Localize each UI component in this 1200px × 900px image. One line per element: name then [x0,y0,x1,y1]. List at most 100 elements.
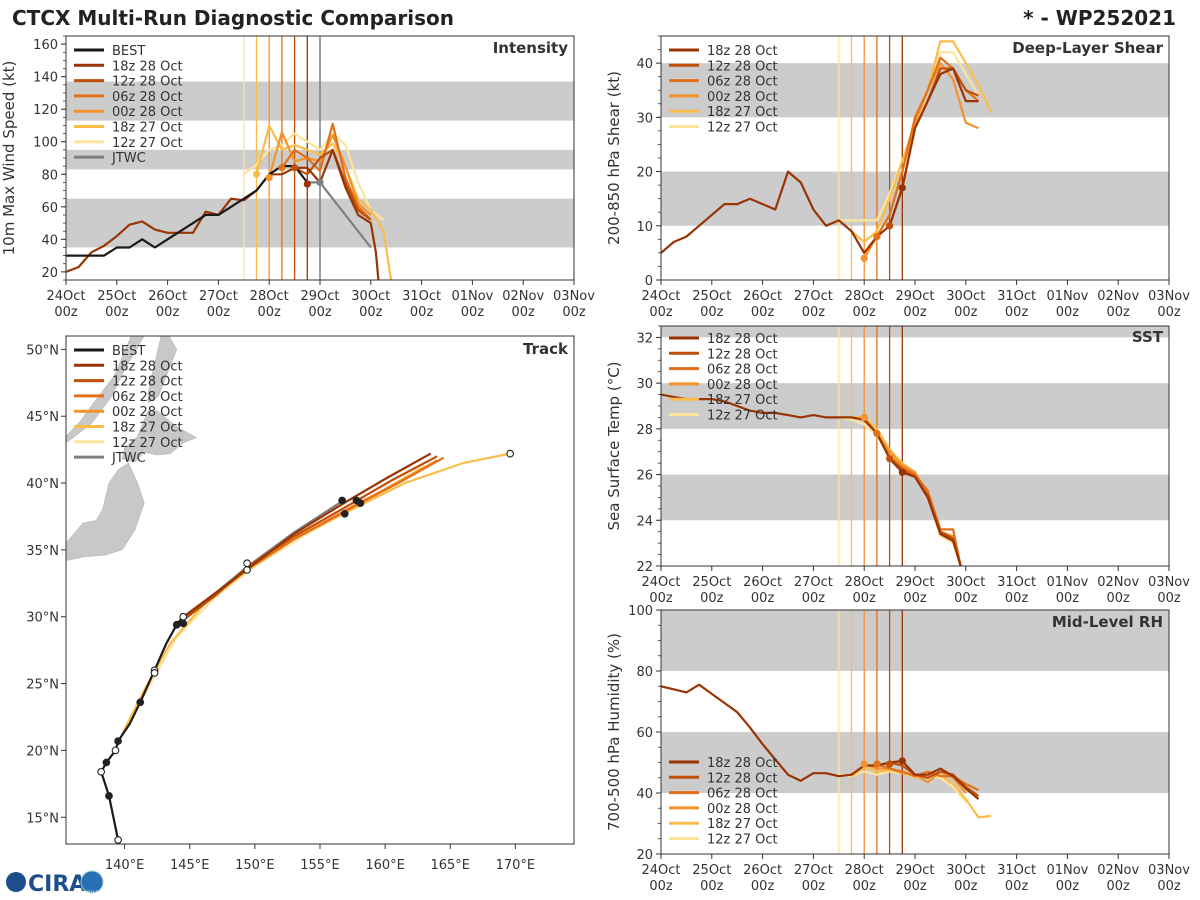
track-point-15 [340,509,349,518]
rh-xtick-label-7: 31Oct [997,863,1036,878]
intensity-xtick-label-6: 30Oct [351,289,390,304]
track-point-1 [105,792,113,800]
sst-marker-1 [873,429,881,438]
sst-xtick-label-0: 24Oct [641,575,680,590]
rh-xtick-label-0: 24Oct [641,863,680,878]
shear-panel: 01020304024Oct00z25Oct00z26Oct00z27Oct00… [605,35,1190,320]
figure-title: CTCX Multi-Run Diagnostic Comparison [12,6,454,30]
track-xtick-label-6: 170°E [496,858,536,873]
rh-xtick-label-3: 27Oct [794,863,833,878]
storm-id: * - WP252021 [1023,6,1176,30]
rh-xtick-sublabel-7: 00z [1005,879,1029,894]
intensity-xtick-sublabel-5: 00z [308,305,332,320]
rh-xtick-sublabel-5: 00z [903,879,927,894]
intensity-series-06z-28-oct [281,122,372,221]
intensity-xtick-sublabel-2: 00z [156,305,180,320]
sst-xtick-sublabel-8: 00z [1056,591,1080,606]
sst-xtick-label-5: 29Oct [895,575,934,590]
track-legend-label-18z-27-oct: 18z 27 Oct [112,421,183,436]
shear-xtick-sublabel-1: 00z [700,305,724,320]
track-title: Track [523,340,569,358]
sst-xtick-label-9: 02Nov [1097,575,1139,590]
sst-panel: 22242628303224Oct00z25Oct00z26Oct00z27Oc… [605,325,1190,606]
intensity-xtick-sublabel-10: 00z [562,305,586,320]
intensity-xtick-label-7: 31Oct [402,289,441,304]
sst-legend-label-06z-28-oct: 06z 28 Oct [707,363,778,378]
rh-xtick-label-10: 03Nov [1148,863,1190,878]
track-land-hokkaido [121,410,198,463]
track-land-sakhalin [147,336,178,404]
sst-xtick-label-10: 03Nov [1148,575,1190,590]
track-land-kyushu-honshu [66,462,145,561]
rh-legend-label-12z-27-oct: 12z 27 Oct [707,833,778,848]
intensity-marker-4 [303,180,311,188]
track-xtick-label-3: 155°E [300,858,340,873]
intensity-xtick-label-8: 01Nov [451,289,493,304]
sst-marker-0 [860,413,868,422]
intensity-ytick-label-160: 160 [33,38,58,53]
rh-xtick-sublabel-0: 00z [649,879,673,894]
shear-xtick-sublabel-8: 00z [1056,305,1080,320]
sst-marker-2 [886,454,894,463]
intensity-ytick-label-20: 20 [41,266,58,281]
rh-band-1 [661,610,1169,671]
shear-marker-0 [860,254,868,262]
intensity-series-00z-28-oct [268,130,372,216]
shear-ytick-label-20: 20 [636,166,653,181]
intensity-legend-label-12z-27-oct: 12z 27 Oct [112,136,183,151]
intensity-marker-2 [278,164,286,172]
intensity-xtick-label-10: 03Nov [553,289,595,304]
sst-xtick-label-6: 30Oct [946,575,985,590]
sst-legend-label-12z-27-oct: 12z 27 Oct [707,409,778,424]
track-xtick-label-0: 140°E [105,858,145,873]
sst-ytick-label-26: 26 [636,469,653,484]
intensity-xtick-label-0: 24Oct [46,289,85,304]
rh-ytick-label-20: 20 [636,848,653,863]
track-ytick-label-0: 15°N [26,811,59,826]
rh-ytick-label-100: 100 [628,604,653,619]
track-point-13 [243,566,251,574]
sst-xtick-sublabel-7: 00z [1005,591,1029,606]
rh-marker-0 [860,760,868,768]
intensity-marker-3 [291,164,299,172]
rh-marker-3 [898,757,906,765]
intensity-legend-label-18z-27-oct: 18z 27 Oct [112,121,183,136]
intensity-ytick-label-140: 140 [33,71,58,86]
rh-xtick-label-2: 26Oct [743,863,782,878]
track-point-11 [179,612,188,621]
track-point-18 [506,449,515,458]
intensity-marker-5 [316,178,324,186]
shear-xtick-sublabel-4: 00z [853,305,877,320]
track-point-4 [111,746,120,755]
intensity-ylabel: 10m Max Wind Speed (kt) [0,61,18,256]
rh-ytick-label-80: 80 [636,665,653,680]
intensity-marker-1 [265,173,273,182]
rh-xtick-sublabel-2: 00z [751,879,775,894]
track-point-14 [338,496,346,505]
shear-legend-label-00z-28-oct: 00z 28 Oct [707,90,778,105]
shear-legend-label-12z-27-oct: 12z 27 Oct [707,121,778,136]
shear-ylabel: 200-850 hPa Shear (kt) [605,71,623,245]
track-point-0 [114,836,122,844]
shear-xtick-label-1: 25Oct [692,289,731,304]
rh-ytick-label-40: 40 [636,787,653,802]
shear-xtick-label-4: 28Oct [845,289,884,304]
shear-xtick-label-6: 30Oct [946,289,985,304]
cira-logo: CIRA NOAA [6,870,104,897]
shear-xtick-label-3: 27Oct [794,289,833,304]
intensity-title: Intensity [493,39,569,57]
shear-legend-label-12z-28-oct: 12z 28 Oct [707,59,778,74]
track-point-3 [102,758,111,767]
shear-legend-label-18z-27-oct: 18z 27 Oct [707,105,778,120]
sst-xtick-sublabel-4: 00z [853,591,877,606]
track-xtick-label-4: 160°E [365,858,405,873]
sst-legend-label-18z-27-oct: 18z 27 Oct [707,393,778,408]
intensity-xtick-sublabel-3: 00z [207,305,231,320]
noaa-logo-text: NOAA [86,890,98,895]
sst-xtick-sublabel-2: 00z [751,591,775,606]
intensity-xtick-sublabel-4: 00z [258,305,282,320]
track-point-6 [136,698,145,707]
intensity-marker-0 [252,170,261,178]
track-ytick-label-1: 20°N [26,744,59,759]
